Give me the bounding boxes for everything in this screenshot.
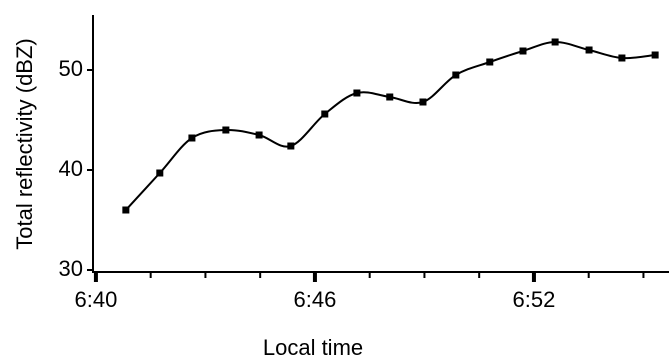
marker — [486, 58, 494, 66]
marker — [353, 89, 361, 97]
y-tick-label: 50 — [59, 56, 83, 81]
marker — [321, 110, 329, 118]
marker — [386, 93, 394, 101]
marker — [551, 38, 559, 46]
marker — [287, 142, 295, 150]
marker — [188, 134, 196, 142]
y-tick-label: 30 — [59, 256, 83, 281]
marker — [651, 51, 659, 59]
marker — [419, 98, 427, 106]
y-axis-label: Total reflectivity (dBZ) — [12, 38, 37, 250]
marker — [156, 169, 164, 177]
marker — [222, 126, 230, 134]
x-tick-label: 6:46 — [294, 287, 337, 312]
x-tick-label: 6:40 — [75, 287, 118, 312]
marker — [519, 47, 527, 55]
y-tick-label: 40 — [59, 156, 83, 181]
marker — [452, 71, 460, 79]
marker — [618, 54, 626, 62]
x-axis-label: Local time — [263, 335, 363, 360]
marker — [255, 131, 263, 139]
marker — [122, 206, 130, 214]
x-tick-label: 6:52 — [513, 287, 556, 312]
marker — [585, 46, 593, 54]
line — [125, 40, 656, 211]
